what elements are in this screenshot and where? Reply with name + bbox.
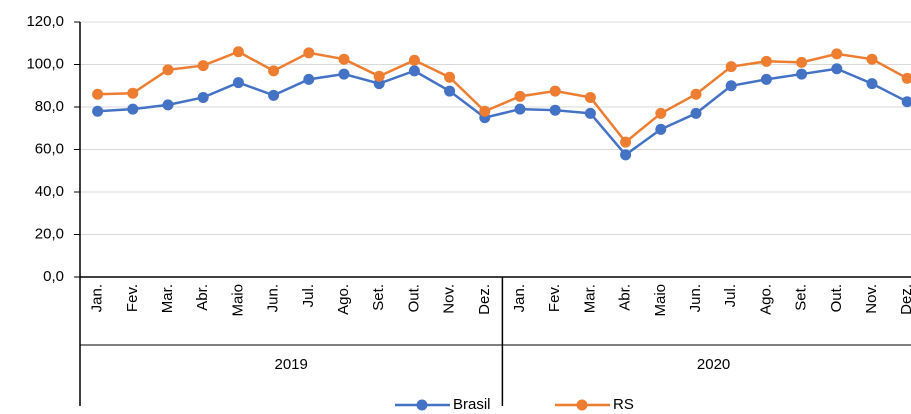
point — [268, 89, 280, 101]
x-tick-label: Abr. — [194, 284, 211, 311]
point — [514, 103, 526, 115]
point — [338, 68, 350, 80]
point — [127, 103, 139, 115]
legend-marker — [416, 399, 428, 411]
point — [197, 91, 209, 103]
x-tick-label: Mar. — [159, 284, 176, 313]
y-tick-label: 80,0 — [35, 98, 64, 115]
x-tick-label: Mar. — [581, 284, 598, 313]
x-tick-label: Jul. — [300, 284, 317, 307]
point — [901, 72, 911, 84]
group-label: 2020 — [697, 356, 730, 373]
point — [162, 64, 174, 76]
point — [725, 80, 737, 92]
point — [549, 85, 561, 97]
point — [514, 90, 526, 102]
x-tick-label: Dez. — [476, 284, 493, 315]
point — [549, 104, 561, 116]
x-tick-label: Out. — [405, 284, 422, 312]
x-tick-label: Out. — [828, 284, 845, 312]
point — [127, 87, 139, 99]
point — [584, 107, 596, 119]
point — [303, 73, 315, 85]
point — [338, 53, 350, 65]
point — [831, 48, 843, 60]
x-tick-label: Abr. — [617, 284, 634, 311]
x-tick-label: Set. — [370, 284, 387, 311]
y-tick-label: 0,0 — [43, 268, 64, 285]
point — [866, 53, 878, 65]
point — [901, 96, 911, 108]
point — [479, 105, 491, 117]
point — [232, 46, 244, 58]
y-tick-label: 120,0 — [26, 13, 64, 30]
legend-marker — [576, 399, 588, 411]
legend-label: Brasil — [453, 396, 491, 413]
point — [831, 63, 843, 75]
x-tick-label: Jun. — [265, 284, 282, 312]
x-tick-label: Maio — [652, 284, 669, 317]
point — [584, 91, 596, 103]
series-line — [97, 50, 908, 144]
x-tick-label: Fev. — [546, 284, 563, 312]
point — [197, 60, 209, 72]
y-tick-label: 60,0 — [35, 140, 64, 157]
x-tick-label: Jan. — [511, 284, 528, 312]
point — [690, 88, 702, 100]
point — [268, 65, 280, 77]
point — [444, 71, 456, 83]
point — [796, 68, 808, 80]
point — [373, 70, 385, 82]
point — [620, 136, 632, 148]
point — [408, 65, 420, 77]
point — [162, 99, 174, 111]
x-tick-label: Dez. — [898, 284, 911, 315]
legend-label: RS — [613, 396, 634, 413]
point — [655, 107, 667, 119]
point — [408, 54, 420, 66]
series-line — [97, 67, 908, 157]
point — [92, 105, 104, 117]
point — [725, 61, 737, 73]
point — [232, 77, 244, 89]
x-tick-label: Maio — [229, 284, 246, 317]
x-tick-label: Jul. — [722, 284, 739, 307]
point — [690, 107, 702, 119]
point — [655, 123, 667, 135]
point — [620, 149, 632, 161]
point — [303, 47, 315, 59]
point — [760, 55, 772, 67]
y-tick-label: 40,0 — [35, 183, 64, 200]
point — [796, 56, 808, 68]
point — [92, 88, 104, 100]
x-tick-label: Ago. — [335, 284, 352, 315]
x-tick-label: Set. — [793, 284, 810, 311]
x-tick-label: Jun. — [687, 284, 704, 312]
point — [866, 78, 878, 90]
x-tick-label: Ago. — [757, 284, 774, 315]
point — [760, 73, 772, 85]
y-tick-label: 20,0 — [35, 225, 64, 242]
x-tick-label: Nov. — [441, 284, 458, 314]
x-tick-label: Fev. — [124, 284, 141, 312]
x-tick-label: Jan. — [89, 284, 106, 312]
y-tick-label: 100,0 — [26, 55, 64, 72]
x-tick-label: Nov. — [863, 284, 880, 314]
group-label: 2019 — [275, 356, 308, 373]
point — [444, 85, 456, 97]
